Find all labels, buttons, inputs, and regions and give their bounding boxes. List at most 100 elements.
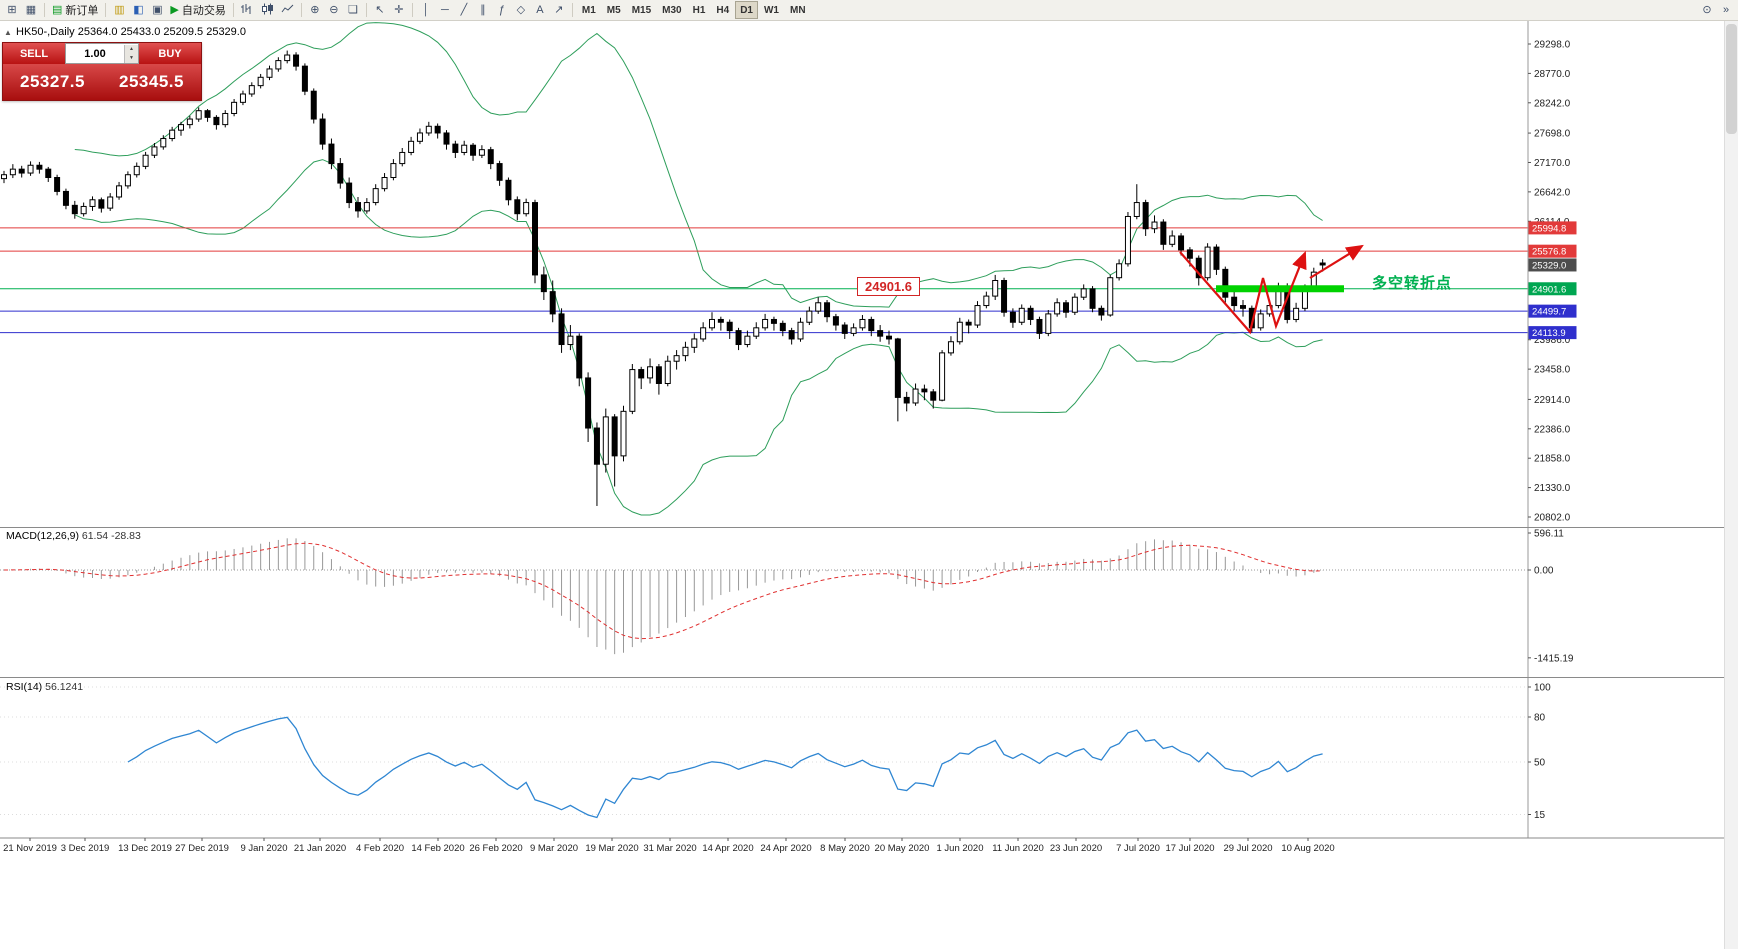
main-chart-panel[interactable] [0,20,1528,527]
cursor-button[interactable]: ↖ [371,1,389,19]
price-callout-annotation[interactable]: 24901.6 [857,277,920,296]
volume-input[interactable] [66,46,124,61]
svg-text:9 Jan 2020: 9 Jan 2020 [240,843,287,854]
svg-text:23986.0: 23986.0 [1534,335,1571,346]
buy-price[interactable]: 25345.5 [119,72,184,91]
toolbar-overflow-button[interactable]: » [1717,1,1735,19]
auto-trading-button[interactable]: ▶ 自动交易 [167,1,228,19]
vertical-scrollbar[interactable] [1724,20,1738,949]
svg-text:27 Dec 2019: 27 Dec 2019 [175,843,229,854]
volume-up-button[interactable]: ▲ [125,44,138,54]
data-window-icon: ▥ [114,3,125,16]
terminal-button[interactable]: ▣ [148,1,166,19]
search-button[interactable]: ⊙ [1698,1,1716,19]
svg-text:29 Jul 2020: 29 Jul 2020 [1223,843,1272,854]
rsi-label: RSI(14) 56.1241 [6,681,84,693]
scrollbar-thumb[interactable] [1726,24,1737,134]
new-chart-button[interactable]: ⊞ [3,1,21,19]
tile-windows-button[interactable]: ❏ [344,1,362,19]
toolbar-separator [571,3,573,17]
rsi-panel[interactable] [0,678,1528,838]
tab-timeframe-h4[interactable]: H4 [711,1,734,19]
ohlc-values: 25364.0 25433.0 25209.5 25329.0 [77,26,246,38]
svg-text:23 Jun 2020: 23 Jun 2020 [1050,843,1102,854]
candlestick-icon [261,3,274,18]
macd-panel-separator[interactable] [0,527,1738,528]
tab-timeframe-h1[interactable]: H1 [688,1,711,19]
crosshair-button[interactable]: ✛ [390,1,408,19]
svg-text:25329.0: 25329.0 [1532,260,1566,271]
svg-text:22386.0: 22386.0 [1534,424,1571,435]
zoom-in-icon: ⊕ [310,3,320,16]
turning-point-label[interactable]: 多空转折点 [1372,275,1453,292]
svg-text:28242.0: 28242.0 [1534,98,1571,109]
svg-text:50: 50 [1534,758,1546,769]
candlestick-chart-button[interactable] [258,1,277,19]
svg-text:24901.6: 24901.6 [1532,284,1566,295]
horizontal-line-button[interactable]: ─ [436,1,454,19]
svg-text:21 Jan 2020: 21 Jan 2020 [294,843,346,854]
sell-price[interactable]: 25327.5 [20,72,85,91]
line-chart-button[interactable] [278,1,297,19]
vertical-line-icon: │ [422,3,430,16]
svg-text:21 Nov 2019: 21 Nov 2019 [3,843,57,854]
tab-timeframe-w1[interactable]: W1 [759,1,784,19]
zoom-in-button[interactable]: ⊕ [306,1,324,19]
vertical-line-button[interactable]: │ [417,1,435,19]
horizontal-line-icon: ─ [440,3,449,16]
tab-timeframe-mn[interactable]: MN [785,1,811,19]
line-chart-icon [281,3,294,18]
bar-chart-button[interactable] [238,1,257,19]
svg-text:25994.8: 25994.8 [1532,223,1566,234]
svg-text:80: 80 [1534,713,1546,724]
one-click-trading-panel: SELL ▲ ▼ BUY 25327.5 25345.5 [2,42,202,101]
navigator-button[interactable]: ◧ [129,1,147,19]
new-order-button[interactable]: ▤ 新订单 [49,1,101,19]
toolbar-separator [105,3,107,17]
tile-windows-icon: ❏ [347,3,358,16]
text-tool-button[interactable]: A [531,1,549,19]
svg-text:20802.0: 20802.0 [1534,512,1571,523]
buy-button[interactable]: BUY [139,43,201,64]
shapes-button[interactable]: ◇ [512,1,530,19]
tab-timeframe-m1[interactable]: M1 [577,1,601,19]
trendline-button[interactable]: ╱ [455,1,473,19]
svg-text:-1415.19: -1415.19 [1534,653,1574,664]
tab-timeframe-m5[interactable]: M5 [602,1,626,19]
one-click-toggle-icon[interactable]: ▲ [4,28,12,37]
tab-timeframe-d1[interactable]: D1 [735,1,758,19]
svg-text:100: 100 [1534,683,1551,694]
price-axis[interactable] [1528,20,1724,838]
rsi-panel-separator[interactable] [0,677,1738,678]
arrow-tool-button[interactable]: ↗ [550,1,568,19]
fibonacci-button[interactable]: ƒ [493,1,511,19]
tab-timeframe-m30[interactable]: M30 [657,1,686,19]
svg-text:4 Feb 2020: 4 Feb 2020 [356,843,404,854]
overflow-icon: » [1722,3,1730,16]
svg-text:23458.0: 23458.0 [1534,365,1571,376]
svg-text:7 Jul 2020: 7 Jul 2020 [1116,843,1160,854]
svg-text:19 Mar 2020: 19 Mar 2020 [585,843,638,854]
svg-text:21330.0: 21330.0 [1534,483,1571,494]
svg-text:0.00: 0.00 [1534,566,1554,577]
data-window-button[interactable]: ▥ [110,1,128,19]
svg-text:14 Apr 2020: 14 Apr 2020 [702,843,753,854]
svg-text:15: 15 [1534,810,1546,821]
zoom-out-button[interactable]: ⊖ [325,1,343,19]
sell-button[interactable]: SELL [3,43,65,64]
toolbar-separator [44,3,45,17]
profiles-button[interactable]: ▦ [22,1,40,19]
volume-down-button[interactable]: ▼ [125,53,138,63]
shapes-icon: ◇ [516,3,526,16]
svg-text:27698.0: 27698.0 [1534,129,1571,140]
svg-text:24 Apr 2020: 24 Apr 2020 [760,843,811,854]
time-axis[interactable] [0,838,1528,858]
macd-panel[interactable] [0,528,1528,677]
svg-text:22914.0: 22914.0 [1534,395,1571,406]
symbol-period-label: HK50-,Daily [16,26,75,38]
channel-button[interactable]: ∥ [474,1,492,19]
svg-text:24499.7: 24499.7 [1532,307,1566,318]
arrow-tool-icon: ↗ [554,3,564,16]
